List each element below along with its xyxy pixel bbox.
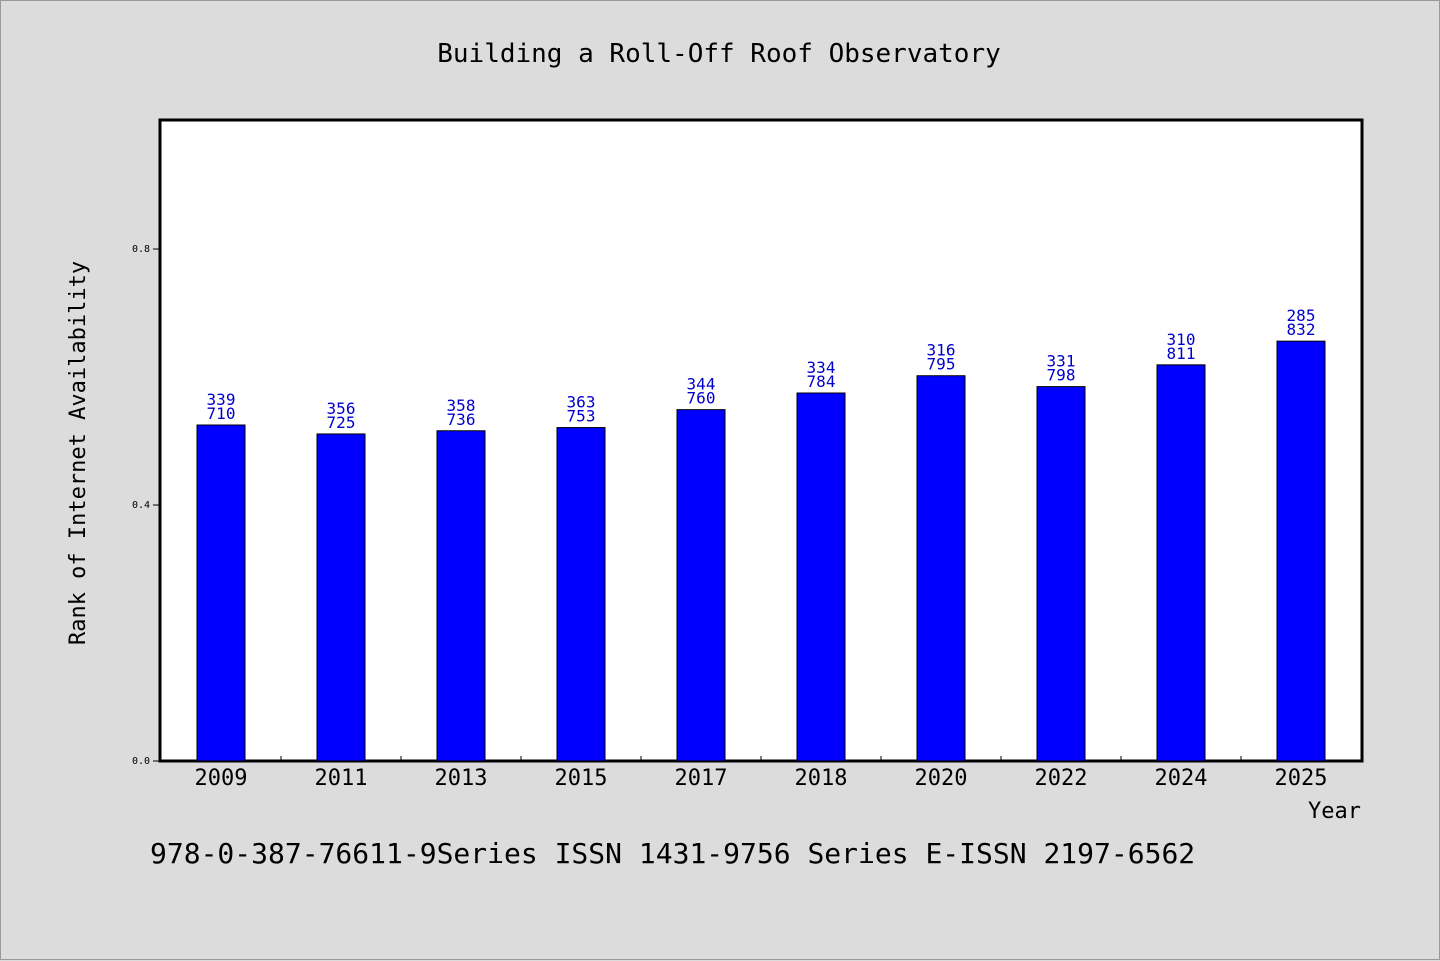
data-label-bottom-2020: 795: [927, 355, 956, 374]
data-label-bottom-2025: 832: [1287, 320, 1316, 339]
data-label-top-2020: 316: [927, 341, 956, 360]
footer-isbn-text: 978-0-387-76611-9Series ISSN 1431-9756 S…: [150, 837, 1195, 870]
x-tick-label-2013: 2013: [435, 766, 488, 791]
data-label-bottom-2015: 753: [567, 407, 596, 426]
bar-2011: [316, 433, 366, 762]
data-label-top-2011: 356: [327, 399, 356, 418]
y-tick-label: 0.8: [132, 244, 150, 255]
data-label-bottom-2017: 760: [687, 389, 716, 408]
bar-2025: [1276, 340, 1326, 762]
data-label-top-2022: 331: [1047, 352, 1076, 371]
data-label-top-2009: 339: [207, 390, 236, 409]
data-label-bottom-2018: 784: [807, 372, 836, 391]
bar-2013: [436, 430, 486, 762]
data-label-bottom-2024: 811: [1167, 344, 1196, 363]
bar-2020: [916, 375, 966, 762]
x-tick-label-2015: 2015: [555, 766, 608, 791]
x-tick-label-2017: 2017: [675, 766, 728, 791]
bar-2015: [556, 427, 606, 762]
data-label-bottom-2013: 736: [447, 410, 476, 429]
y-ticks-group: 0.0 0.4 0.8: [132, 244, 160, 767]
data-label-top-2024: 310: [1167, 330, 1196, 349]
y-tick-label: 0.4: [132, 500, 150, 511]
x-ticks-group: 2009 2011 2013 2015 2017 2018 2020 2022 2024 2025: [195, 756, 1328, 791]
x-tick-label-2024: 2024: [1155, 766, 1208, 791]
bar-2022: [1036, 386, 1086, 762]
x-tick-label-2020: 2020: [915, 766, 968, 791]
data-label-bottom-2022: 798: [1047, 366, 1076, 385]
data-label-bottom-2009: 710: [207, 404, 236, 423]
bar-2018: [796, 392, 846, 762]
data-label-top-2018: 334: [807, 358, 836, 377]
x-tick-label-2018: 2018: [795, 766, 848, 791]
data-label-top-2017: 344: [687, 375, 716, 394]
x-axis-label: Year: [1308, 799, 1361, 824]
y-tick-label: 0.0: [132, 756, 150, 767]
chart-title: Building a Roll-Off Roof Observatory: [437, 39, 1001, 69]
x-tick-label-2011: 2011: [315, 766, 368, 791]
x-tick-label-2022: 2022: [1035, 766, 1088, 791]
bar-2009: [196, 424, 246, 762]
x-tick-label-2009: 2009: [195, 766, 248, 791]
data-label-top-2025: 285: [1287, 306, 1316, 325]
bar-2017: [676, 409, 726, 762]
x-tick-label-2025: 2025: [1275, 766, 1328, 791]
data-label-top-2013: 358: [447, 396, 476, 415]
y-axis-label: Rank of Internet Availability: [66, 261, 91, 645]
data-label-top-2015: 363: [567, 393, 596, 412]
data-label-bottom-2011: 725: [327, 413, 356, 432]
bar-2024: [1156, 364, 1206, 762]
